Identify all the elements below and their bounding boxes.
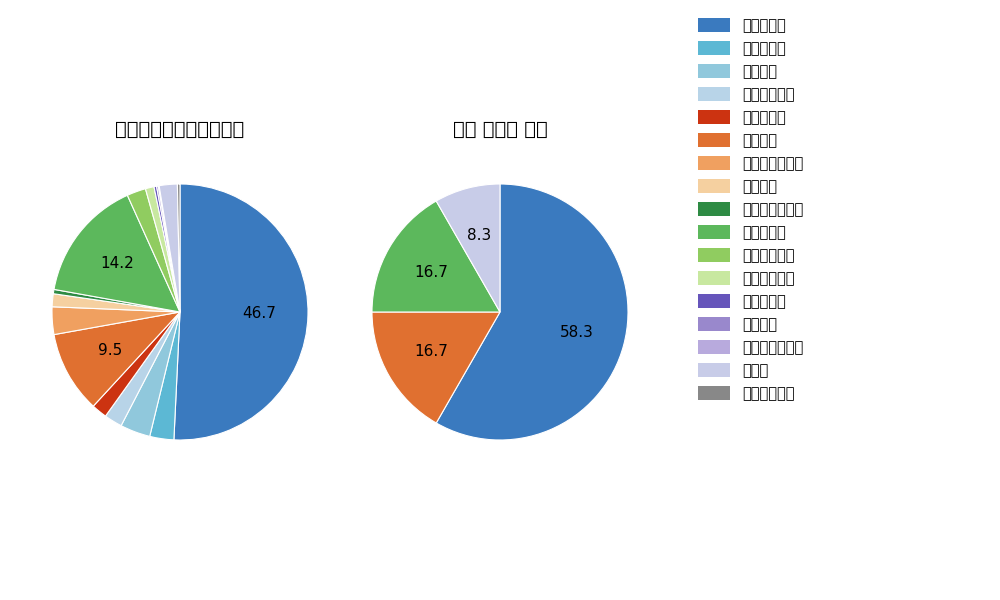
Wedge shape [121,312,180,436]
Wedge shape [105,312,180,425]
Wedge shape [54,312,180,406]
Wedge shape [372,312,500,423]
Wedge shape [177,184,180,312]
Legend: ストレート, ツーシーム, シュート, カットボール, スプリット, フォーク, チェンジアップ, シンカー, 高速スライダー, スライダー, 縦スライダー, : ストレート, ツーシーム, シュート, カットボール, スプリット, フォーク,… [694,13,808,406]
Wedge shape [157,186,180,312]
Wedge shape [127,189,180,312]
Text: 8.3: 8.3 [467,228,492,243]
Text: 16.7: 16.7 [414,265,448,280]
Wedge shape [53,289,180,312]
Wedge shape [158,186,180,312]
Title: パ・リーグ全プレイヤー: パ・リーグ全プレイヤー [115,121,245,139]
Text: 58.3: 58.3 [560,325,594,340]
Wedge shape [436,184,628,440]
Wedge shape [154,186,180,312]
Text: 46.7: 46.7 [242,307,276,322]
Title: 辰見 鴻之介 選手: 辰見 鴻之介 選手 [453,121,547,139]
Text: 14.2: 14.2 [101,256,134,271]
Wedge shape [52,294,180,312]
Text: 9.5: 9.5 [98,343,123,358]
Wedge shape [174,184,308,440]
Wedge shape [150,312,180,440]
Wedge shape [372,201,500,312]
Text: 16.7: 16.7 [414,344,448,359]
Wedge shape [54,196,180,312]
Wedge shape [159,184,180,312]
Wedge shape [52,307,180,335]
Wedge shape [436,184,500,312]
Wedge shape [93,312,180,416]
Wedge shape [145,187,180,312]
